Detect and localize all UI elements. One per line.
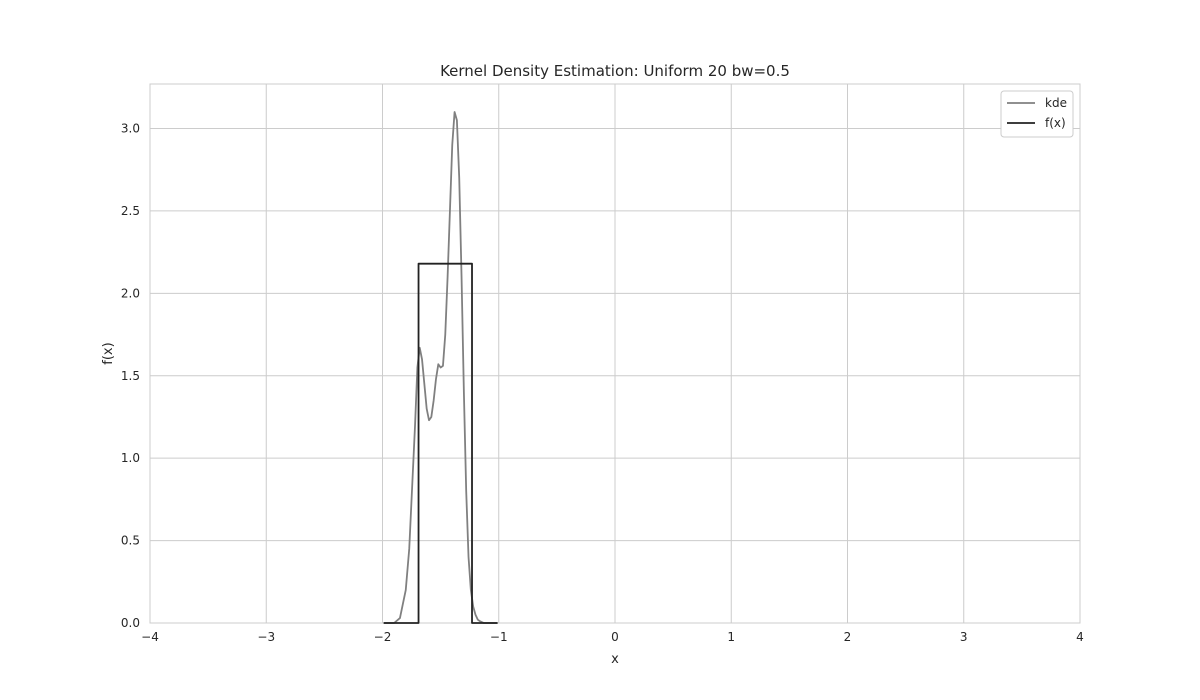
grid xyxy=(149,84,1081,624)
y-tick-labels: 0.0 0.5 1.0 1.5 2.0 2.5 3.0 xyxy=(121,122,140,630)
x-tick-label: 2 xyxy=(844,630,852,644)
y-tick-label: 0.0 xyxy=(121,616,140,630)
x-tick-label: 4 xyxy=(1076,630,1084,644)
x-tick-label: −1 xyxy=(490,630,508,644)
y-tick-label: 2.5 xyxy=(121,204,140,218)
chart-title: Kernel Density Estimation: Uniform 20 bw… xyxy=(440,62,790,80)
y-tick-label: 2.0 xyxy=(121,286,140,300)
y-tick-label: 0.5 xyxy=(121,534,140,548)
x-tick-labels: −4 −3 −2 −1 0 1 2 3 4 xyxy=(141,630,1084,644)
series-line-kde xyxy=(383,111,498,624)
plot-area-frame xyxy=(149,83,1081,624)
x-tick-label: −2 xyxy=(374,630,392,644)
legend-label-fx: f(x) xyxy=(1045,116,1066,130)
y-axis-label: f(x) xyxy=(101,342,116,364)
y-tick-label: 1.5 xyxy=(121,369,140,383)
x-tick-label: 1 xyxy=(727,630,735,644)
x-tick-label: −3 xyxy=(257,630,275,644)
legend-label-kde: kde xyxy=(1045,96,1067,110)
y-tick-label: 3.0 xyxy=(121,122,140,136)
series-layer xyxy=(383,111,498,624)
x-tick-label: −4 xyxy=(141,630,159,644)
legend: kde f(x) xyxy=(1000,90,1074,138)
x-tick-label: 0 xyxy=(611,630,619,644)
y-tick-label: 1.0 xyxy=(121,451,140,465)
x-tick-label: 3 xyxy=(960,630,968,644)
x-axis-label: x xyxy=(611,652,619,667)
series-line-fx xyxy=(383,262,498,624)
